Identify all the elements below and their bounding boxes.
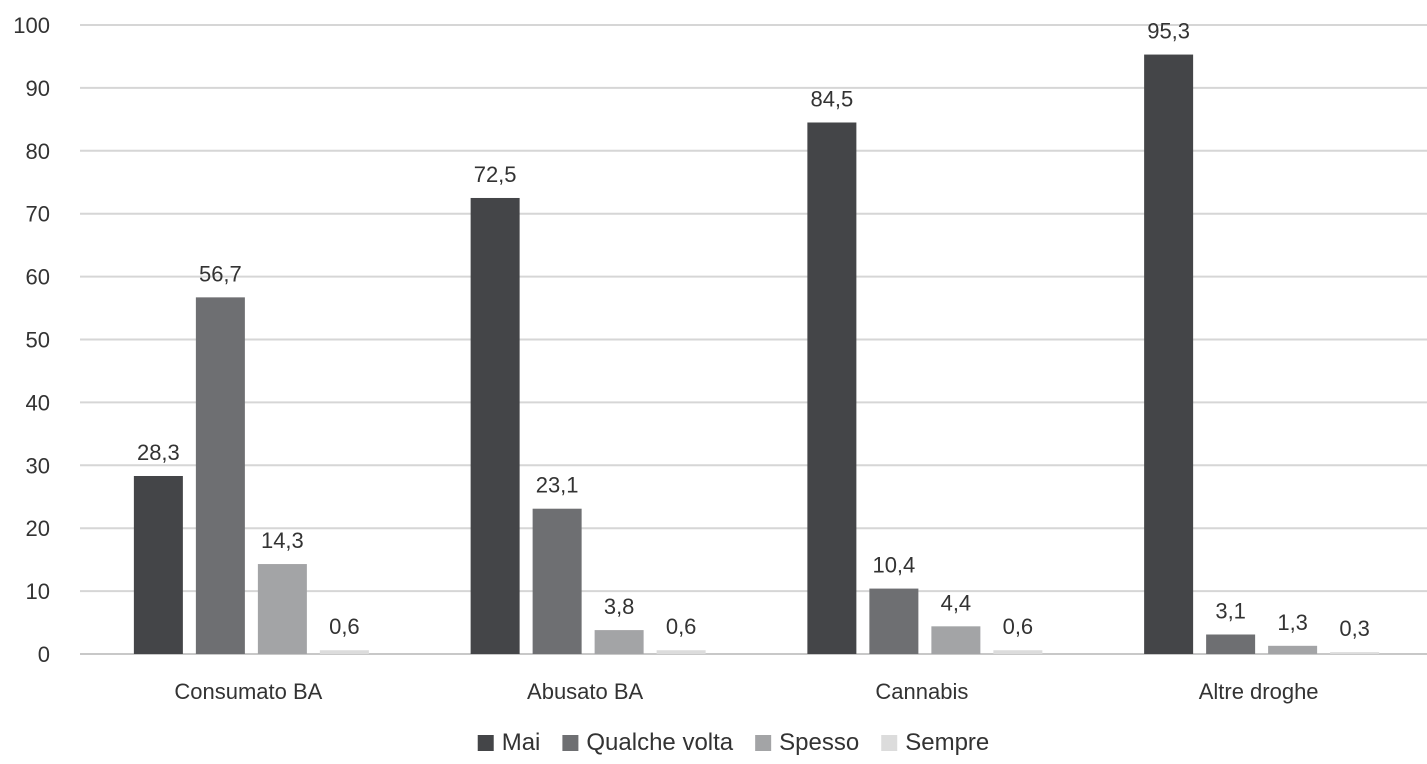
data-labels: 28,3 56,7 14,3 0,6 72,5 23,1 3,8 0,6 84,5 10,4 4,4… bbox=[137, 19, 1370, 642]
legend-swatch bbox=[562, 735, 579, 751]
y-tick-label: 0 bbox=[38, 642, 50, 667]
data-label: 0,6 bbox=[666, 614, 697, 639]
bar bbox=[1330, 652, 1380, 654]
legend-item: Qualche volta bbox=[562, 729, 734, 756]
legend-label: Qualche volta bbox=[586, 729, 733, 756]
x-axis-category-labels: Consumato BA Abusato BA Cannabis Altre drog… bbox=[174, 679, 1318, 704]
bar bbox=[993, 650, 1043, 654]
legend-swatch bbox=[881, 735, 898, 751]
y-tick-label: 20 bbox=[26, 516, 50, 541]
y-tick-label: 80 bbox=[26, 139, 50, 164]
bar bbox=[931, 626, 981, 654]
legend-label: Mai bbox=[502, 729, 541, 756]
y-tick-label: 100 bbox=[13, 13, 50, 38]
y-tick-label: 90 bbox=[26, 76, 50, 101]
x-tick-label: Consumato BA bbox=[174, 679, 322, 704]
x-tick-label: Altre droghe bbox=[1199, 679, 1319, 704]
y-tick-label: 40 bbox=[26, 390, 50, 415]
data-label: 1,3 bbox=[1277, 610, 1308, 635]
data-label: 0,3 bbox=[1339, 616, 1370, 641]
y-tick-label: 50 bbox=[26, 328, 50, 353]
data-label: 28,3 bbox=[137, 440, 180, 465]
bar bbox=[594, 630, 644, 654]
bar bbox=[133, 475, 183, 654]
legend-item: Spesso bbox=[755, 729, 859, 756]
data-label: 3,8 bbox=[604, 594, 635, 619]
bars bbox=[133, 54, 1380, 655]
legend-swatch bbox=[755, 735, 772, 751]
legend-item: Sempre bbox=[881, 729, 989, 756]
legend-item: Mai bbox=[477, 729, 541, 756]
bar bbox=[1206, 634, 1256, 654]
y-axis-tick-labels: 0 10 20 30 40 50 60 70 80 90 100 bbox=[13, 13, 50, 667]
data-label: 0,6 bbox=[1003, 614, 1034, 639]
x-tick-label: Cannabis bbox=[875, 679, 968, 704]
bar bbox=[807, 122, 857, 655]
data-label: 0,6 bbox=[329, 614, 360, 639]
data-label: 10,4 bbox=[872, 553, 915, 578]
legend-label: Sempre bbox=[905, 729, 989, 756]
data-label: 3,1 bbox=[1215, 599, 1246, 624]
data-label: 72,5 bbox=[474, 162, 517, 187]
gridlines bbox=[80, 24, 1427, 655]
y-tick-label: 10 bbox=[26, 579, 50, 604]
bar bbox=[656, 650, 706, 654]
bar bbox=[532, 508, 582, 654]
legend-label: Spesso bbox=[779, 729, 859, 756]
bar bbox=[1268, 645, 1318, 654]
data-label: 84,5 bbox=[810, 86, 853, 111]
bar bbox=[319, 650, 369, 654]
legend-swatch bbox=[477, 735, 494, 751]
bar bbox=[257, 564, 307, 654]
data-label: 23,1 bbox=[536, 473, 579, 498]
x-tick-label: Abusato BA bbox=[527, 679, 644, 704]
data-label: 4,4 bbox=[941, 590, 972, 615]
bar bbox=[1144, 54, 1194, 655]
y-tick-label: 60 bbox=[26, 265, 50, 290]
y-tick-label: 70 bbox=[26, 202, 50, 227]
bar bbox=[869, 588, 919, 654]
data-label: 56,7 bbox=[199, 261, 242, 286]
legend: Mai Qualche volta Spesso Sempre bbox=[477, 729, 989, 756]
y-tick-label: 30 bbox=[26, 453, 50, 478]
bar bbox=[195, 297, 245, 654]
data-label: 14,3 bbox=[261, 528, 304, 553]
bar bbox=[470, 197, 520, 654]
data-label: 95,3 bbox=[1147, 19, 1190, 44]
